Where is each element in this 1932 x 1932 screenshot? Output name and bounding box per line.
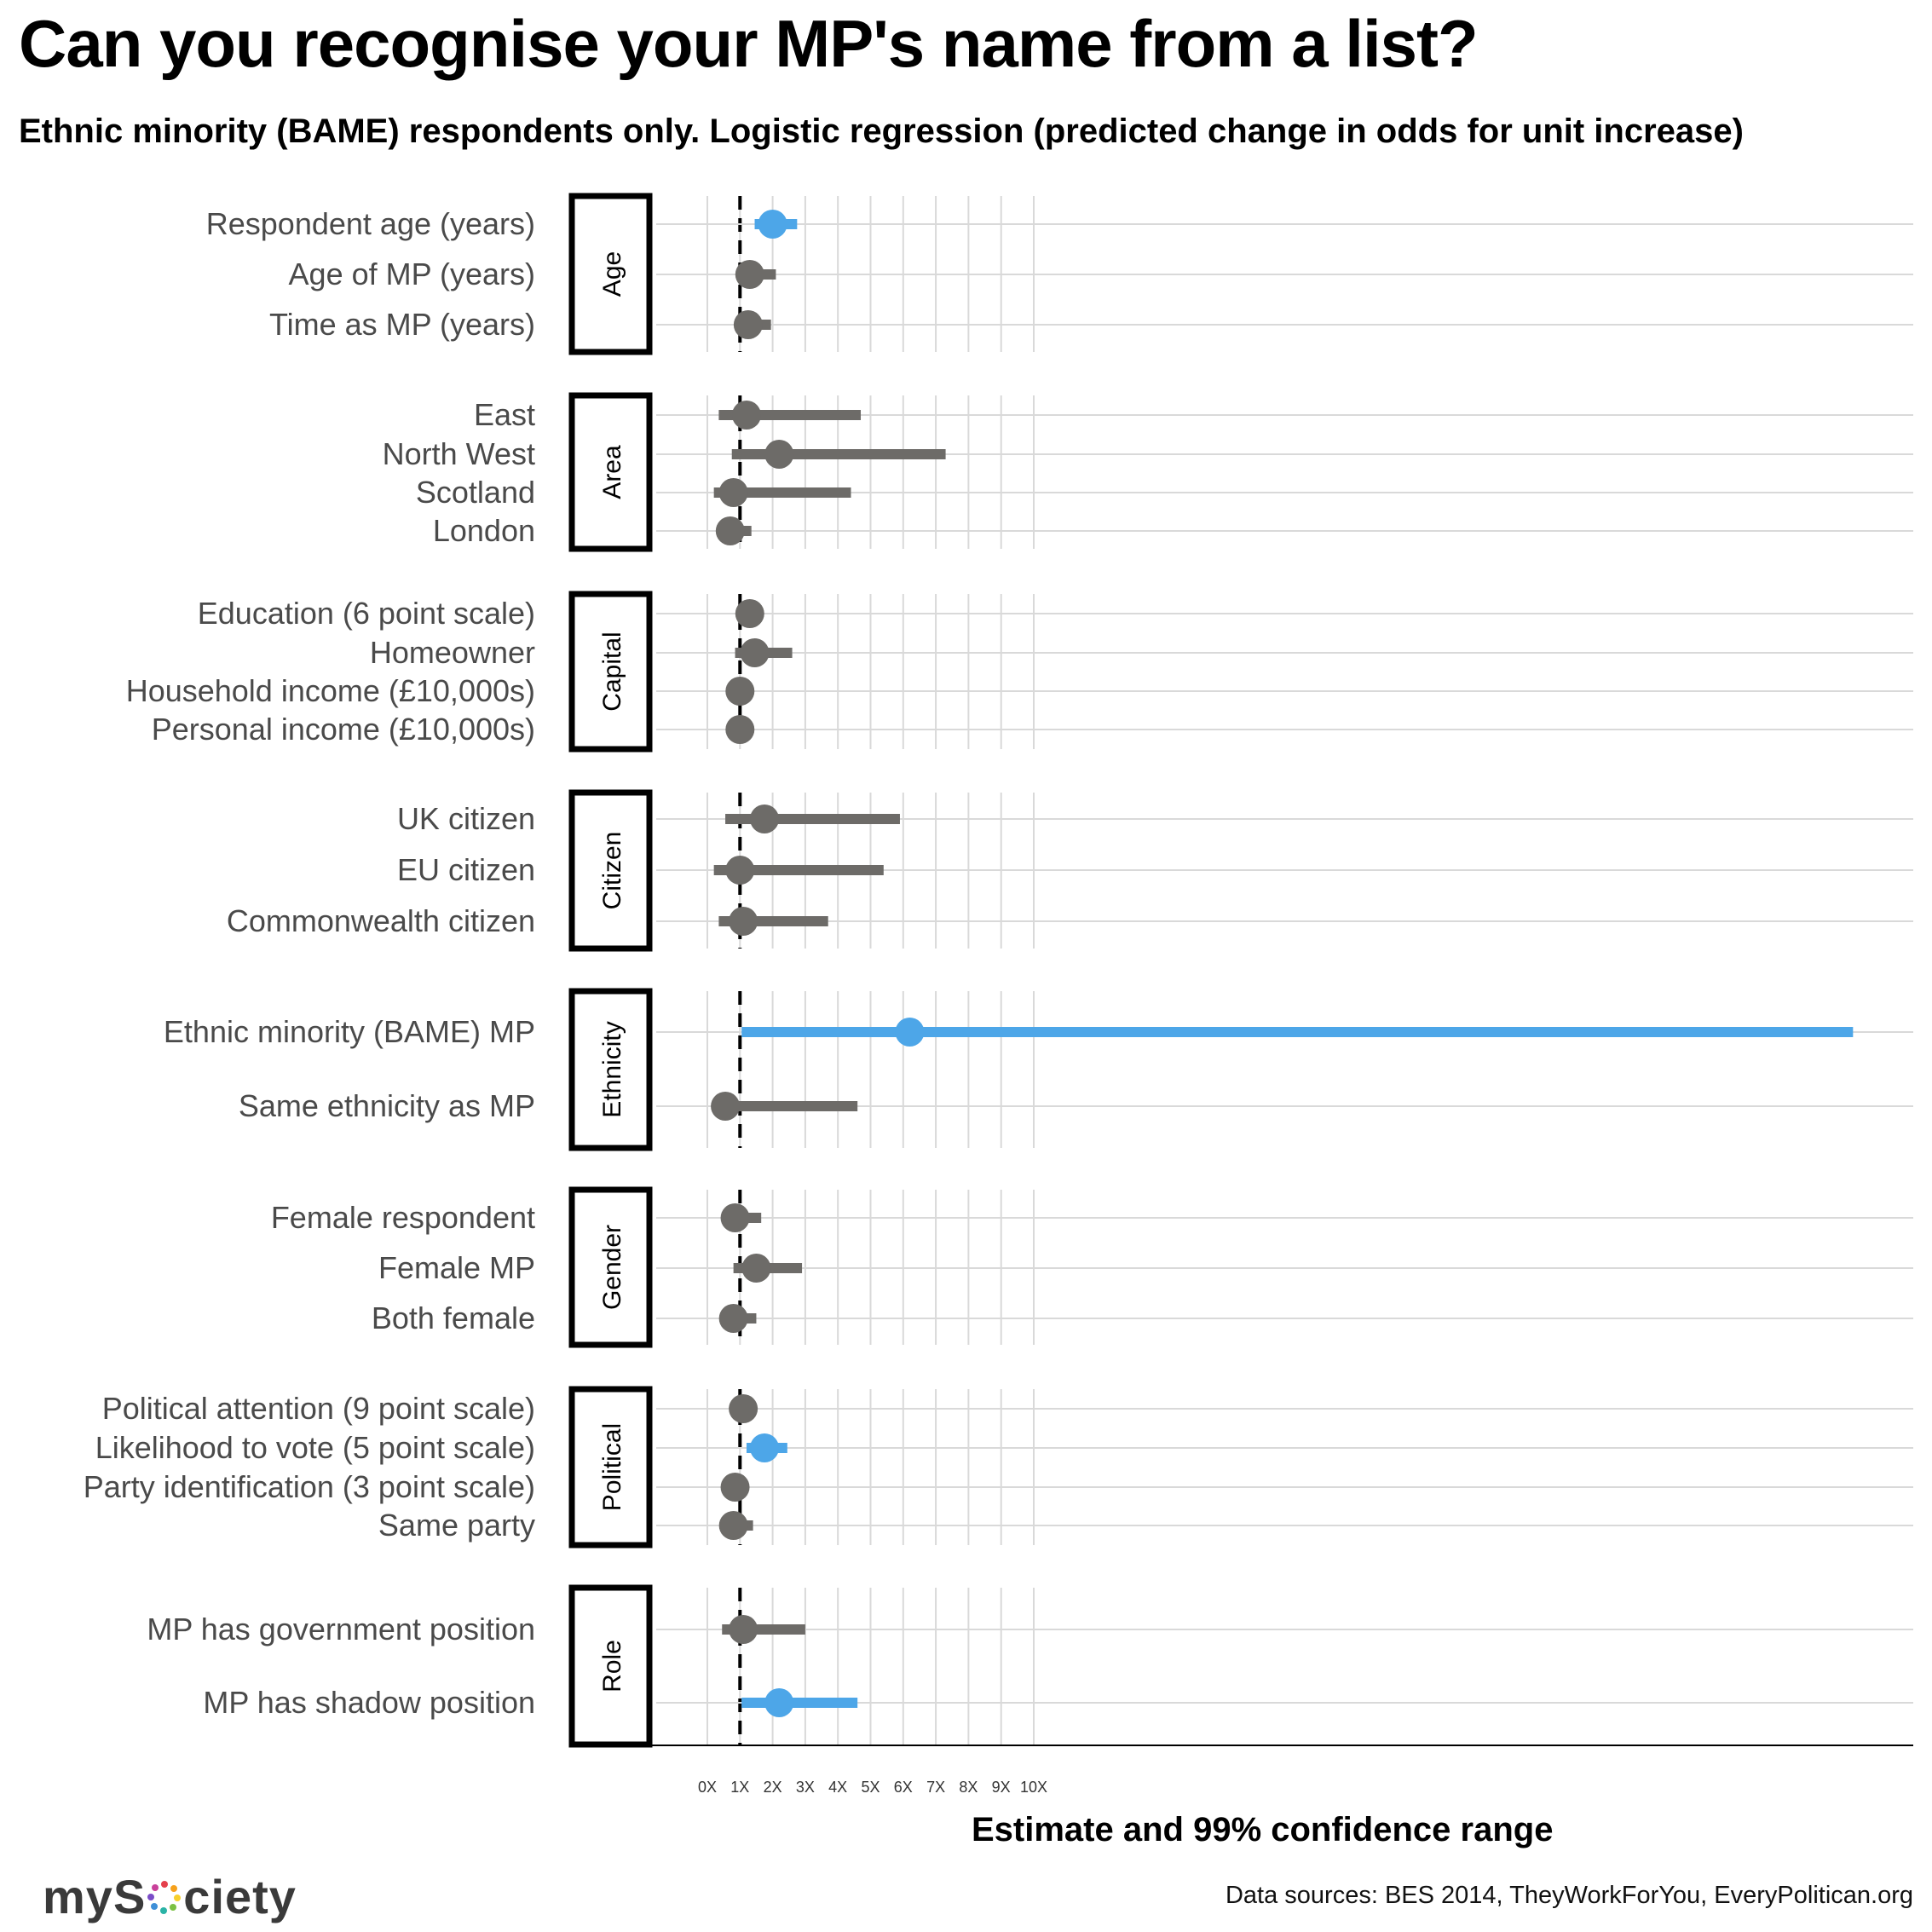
estimate-point — [750, 1433, 780, 1462]
estimate-point — [718, 1511, 748, 1540]
estimate-point — [735, 599, 764, 628]
estimate-point — [764, 1688, 794, 1717]
x-tick-label: 9X — [992, 1779, 1011, 1796]
facet-label: Area — [598, 445, 626, 499]
logo-dots-icon — [147, 1880, 182, 1914]
row-label: Education (6 point scale) — [198, 596, 535, 631]
row-label: Female MP — [378, 1250, 535, 1285]
x-tick-label: 1X — [730, 1779, 749, 1796]
row-label: Commonwealth citizen — [227, 903, 535, 938]
estimate-point — [750, 805, 780, 833]
row-label: Time as MP (years) — [269, 307, 535, 342]
row-label: Both female — [372, 1300, 535, 1335]
row-label: MP has shadow position — [203, 1685, 535, 1720]
estimate-point — [895, 1018, 925, 1047]
facet-strip-citizen — [568, 789, 653, 952]
estimate-point — [735, 260, 764, 289]
x-tick-label: 0X — [698, 1779, 717, 1796]
row-label: UK citizen — [397, 801, 535, 836]
row-label: MP has government position — [147, 1612, 535, 1647]
facet-strip-area — [568, 392, 653, 552]
x-tick-label: 6X — [894, 1779, 913, 1796]
estimate-point — [731, 401, 761, 430]
chart-title: Can you recognise your MP's name from a … — [19, 6, 1479, 81]
source-note: Data sources: BES 2014, TheyWorkForYou, … — [1225, 1882, 1913, 1909]
x-tick-label: 8X — [959, 1779, 978, 1796]
row-label: Homeowner — [370, 635, 535, 670]
row-label: Age of MP (years) — [289, 257, 535, 291]
facet-label: Citizen — [598, 832, 626, 910]
row-label: Party identification (3 point scale) — [84, 1469, 535, 1504]
estimate-point — [720, 1203, 750, 1232]
facet-strip-capital — [568, 591, 653, 753]
facet-strip-ethnicity — [568, 988, 653, 1151]
facet-strip-age — [568, 193, 653, 355]
row-label: London — [433, 513, 535, 548]
facet-label: Political — [598, 1423, 626, 1511]
estimate-point — [720, 1473, 750, 1502]
row-label: Same ethnicity as MP — [239, 1088, 535, 1123]
facet-strip-gender — [568, 1186, 653, 1348]
row-label: Personal income (£10,000s) — [152, 712, 535, 747]
estimate-point — [711, 1092, 741, 1121]
estimate-point — [758, 210, 787, 239]
estimate-point — [733, 310, 763, 339]
estimate-point — [729, 907, 758, 936]
estimate-point — [725, 677, 755, 706]
logo-text-right: ciety — [183, 1870, 297, 1923]
estimate-point — [729, 1615, 758, 1644]
x-tick-label: 10X — [1020, 1779, 1047, 1796]
row-label: Female respondent — [271, 1200, 535, 1235]
facet-label: Age — [598, 251, 626, 297]
estimate-point — [764, 440, 794, 469]
chart-subtitle: Ethnic minority (BAME) respondents only.… — [19, 112, 1744, 150]
row-label: Ethnic minority (BAME) MP — [164, 1014, 535, 1049]
row-label: Scotland — [416, 475, 535, 510]
x-tick-label: 2X — [764, 1779, 782, 1796]
facet-label: Gender — [598, 1225, 626, 1310]
row-label: Same party — [378, 1508, 535, 1543]
x-axis-title: Estimate and 99% confidence range — [972, 1811, 1554, 1848]
row-label: Likelihood to vote (5 point scale) — [95, 1430, 535, 1465]
estimate-point — [725, 856, 755, 885]
row-label: Political attention (9 point scale) — [102, 1391, 535, 1426]
estimate-point — [740, 638, 770, 667]
facet-label: Capital — [598, 632, 626, 711]
facet-strip-political — [568, 1386, 653, 1548]
estimate-point — [718, 1304, 748, 1333]
row-label: EU citizen — [397, 852, 535, 887]
estimate-point — [718, 478, 748, 507]
row-label: Household income (£10,000s) — [126, 673, 535, 708]
x-tick-label: 3X — [796, 1779, 815, 1796]
facet-label: Role — [598, 1640, 626, 1693]
estimate-point — [741, 1254, 771, 1283]
x-tick-label: 5X — [861, 1779, 879, 1796]
x-tick-label: 7X — [926, 1779, 945, 1796]
row-label: East — [474, 397, 535, 432]
facet-label: Ethnicity — [598, 1021, 626, 1117]
logo-text-left: myS — [43, 1870, 147, 1923]
estimate-point — [715, 516, 745, 545]
row-label: Respondent age (years) — [206, 206, 535, 241]
x-tick-label: 4X — [828, 1779, 847, 1796]
estimate-point — [729, 1394, 758, 1423]
mysociety-logo: myS ciety — [43, 1869, 297, 1924]
estimate-point — [725, 715, 755, 744]
facet-strip-role — [568, 1584, 653, 1748]
row-label: North West — [383, 436, 535, 471]
